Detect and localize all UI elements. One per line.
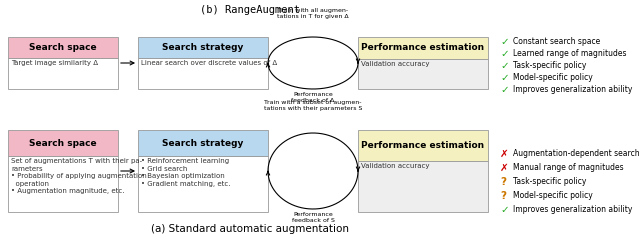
Text: Train with all augmen-
tations in T for given Δ: Train with all augmen- tations in T for …	[277, 8, 349, 19]
FancyBboxPatch shape	[358, 37, 488, 59]
Text: Manual range of magnitudes: Manual range of magnitudes	[513, 163, 623, 172]
Text: ✗: ✗	[500, 149, 509, 159]
FancyBboxPatch shape	[8, 130, 118, 156]
Text: Performance estimation: Performance estimation	[362, 141, 484, 150]
Text: Performance estimation: Performance estimation	[362, 43, 484, 52]
FancyBboxPatch shape	[138, 37, 268, 58]
Text: ?: ?	[500, 191, 506, 201]
Text: Set of augmentations T with their pa-
rameters
• Probability of applying augment: Set of augmentations T with their pa- ra…	[11, 158, 147, 194]
Text: Improves generalization ability: Improves generalization ability	[513, 205, 632, 214]
FancyBboxPatch shape	[138, 156, 268, 212]
Text: ✓: ✓	[500, 37, 509, 47]
Text: ✓: ✓	[500, 61, 509, 71]
FancyBboxPatch shape	[8, 156, 118, 212]
Text: ✓: ✓	[500, 49, 509, 59]
Text: Target image similarity Δ: Target image similarity Δ	[11, 60, 98, 66]
Text: Linear search over discrete values of Δ: Linear search over discrete values of Δ	[141, 60, 277, 66]
Text: Train with a subset of augmen-
tations with their parameters S: Train with a subset of augmen- tations w…	[264, 100, 362, 111]
Text: Performance
feedback of S: Performance feedback of S	[292, 212, 335, 223]
Text: Model-specific policy: Model-specific policy	[513, 191, 593, 200]
Text: Search space: Search space	[29, 139, 97, 148]
Text: Validation accuracy: Validation accuracy	[361, 61, 429, 67]
Text: ✓: ✓	[500, 205, 509, 215]
Text: Search space: Search space	[29, 43, 97, 52]
FancyBboxPatch shape	[138, 130, 268, 156]
Text: Task-specific policy: Task-specific policy	[513, 61, 586, 70]
FancyBboxPatch shape	[8, 58, 118, 89]
FancyBboxPatch shape	[358, 59, 488, 89]
Text: Search strategy: Search strategy	[163, 139, 244, 148]
Text: Validation accuracy: Validation accuracy	[361, 163, 429, 169]
Text: Task-specific policy: Task-specific policy	[513, 177, 586, 186]
FancyBboxPatch shape	[138, 58, 268, 89]
Text: Improves generalization ability: Improves generalization ability	[513, 85, 632, 94]
FancyBboxPatch shape	[8, 37, 118, 58]
Text: ✓: ✓	[500, 85, 509, 95]
Text: (b) RangeAugment: (b) RangeAugment	[200, 5, 300, 15]
Text: Learned range of magnitudes: Learned range of magnitudes	[513, 49, 627, 58]
Text: (a) Standard automatic augmentation: (a) Standard automatic augmentation	[151, 224, 349, 234]
Text: • Reinforcement learning
• Grid search
• Bayesian optimization
• Gradient matchi: • Reinforcement learning • Grid search •…	[141, 158, 230, 187]
Text: Constant search space: Constant search space	[513, 37, 600, 46]
Text: Performance
feedback of Δ: Performance feedback of Δ	[291, 92, 335, 103]
Text: Augmentation-dependent search space: Augmentation-dependent search space	[513, 149, 640, 158]
Text: Search strategy: Search strategy	[163, 43, 244, 52]
FancyBboxPatch shape	[358, 161, 488, 212]
Text: ?: ?	[500, 177, 506, 187]
Text: Model-specific policy: Model-specific policy	[513, 73, 593, 82]
FancyBboxPatch shape	[358, 130, 488, 161]
Text: ✗: ✗	[500, 163, 509, 173]
Text: ✓: ✓	[500, 73, 509, 83]
